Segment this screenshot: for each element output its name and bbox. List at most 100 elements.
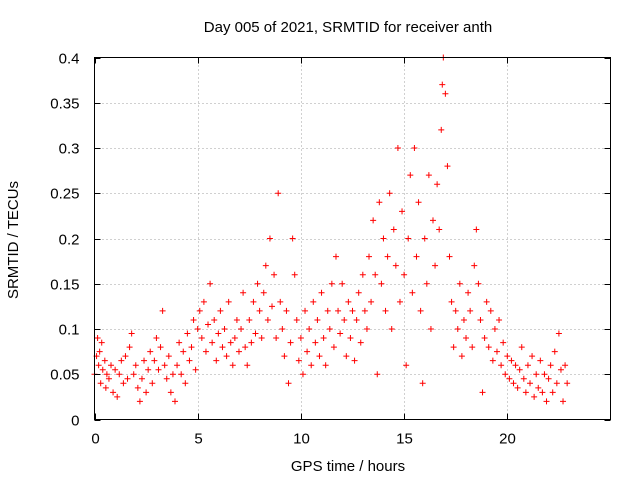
data-point: [363, 326, 370, 332]
data-point: [238, 326, 245, 332]
data-point: [531, 393, 538, 400]
y-tick-label: 0.1: [59, 322, 80, 339]
data-point: [417, 307, 424, 314]
data-point: [361, 307, 368, 314]
data-point: [328, 280, 335, 287]
data-point: [427, 326, 434, 332]
data-point: [266, 235, 273, 242]
data-point: [460, 316, 467, 323]
data-point: [450, 344, 457, 351]
data-point: [335, 307, 342, 314]
data-point: [425, 172, 432, 179]
x-tick-label: 5: [194, 431, 202, 448]
data-point: [533, 371, 540, 378]
data-point: [316, 353, 323, 360]
data-point: [403, 362, 410, 369]
data-point: [254, 280, 261, 287]
data-point: [529, 353, 536, 360]
data-point: [411, 145, 418, 151]
data-point: [467, 307, 474, 314]
data-point: [493, 348, 500, 355]
data-point: [275, 190, 282, 197]
data-point: [320, 335, 327, 342]
data-point: [105, 375, 112, 382]
data-point: [409, 289, 416, 296]
data-point: [194, 326, 201, 332]
data-point: [112, 366, 119, 373]
data-point: [136, 398, 143, 405]
data-point: [475, 280, 482, 287]
y-axis-label: SRMTID / TECUs: [5, 181, 22, 299]
data-point: [355, 289, 362, 296]
data-point: [196, 307, 203, 314]
y-tick-label: 0: [71, 413, 79, 430]
data-point: [297, 335, 304, 342]
y-tick-label: 0.4: [59, 51, 80, 68]
data-point: [262, 262, 269, 269]
data-point: [169, 371, 176, 378]
data-point: [421, 235, 428, 242]
data-point: [126, 344, 133, 351]
y-tick-label: 0.25: [50, 186, 79, 203]
data-point: [269, 303, 276, 310]
data-point: [339, 280, 346, 287]
data-point: [95, 362, 102, 369]
data-point: [407, 172, 414, 179]
data-point: [233, 316, 240, 323]
data-point: [359, 271, 366, 278]
data-point: [118, 357, 125, 364]
data-point: [500, 339, 507, 346]
x-tick-label: 20: [499, 431, 516, 448]
data-point: [413, 253, 420, 260]
data-points: [91, 54, 571, 405]
data-point: [388, 326, 395, 332]
data-point: [465, 289, 472, 296]
x-tick-label: 10: [293, 431, 310, 448]
data-point: [539, 389, 546, 396]
data-point: [143, 389, 150, 396]
data-point: [258, 335, 265, 342]
grid-lines: [94, 57, 611, 420]
data-point: [481, 335, 488, 342]
data-point: [343, 353, 350, 360]
data-point: [283, 307, 290, 314]
data-point: [498, 362, 505, 369]
data-point: [165, 353, 172, 360]
data-point: [213, 357, 220, 364]
data-point: [200, 298, 207, 305]
data-point: [446, 253, 453, 260]
data-point: [555, 330, 562, 337]
data-point: [394, 145, 401, 151]
data-point: [295, 357, 302, 364]
data-point: [151, 357, 158, 364]
data-point: [415, 199, 422, 206]
data-point: [564, 380, 571, 387]
data-point: [163, 375, 170, 382]
data-point: [221, 326, 228, 332]
data-point: [454, 326, 461, 332]
data-point: [246, 316, 253, 323]
data-point: [506, 375, 513, 382]
data-point: [434, 181, 441, 188]
data-point: [384, 253, 391, 260]
data-point: [279, 326, 286, 332]
data-point: [130, 371, 137, 378]
data-point: [178, 371, 185, 378]
data-point: [271, 271, 278, 278]
data-point: [337, 330, 344, 337]
data-point: [101, 357, 108, 364]
data-point: [438, 126, 445, 133]
data-point: [273, 335, 280, 342]
data-point: [198, 335, 205, 342]
x-tick-label: 15: [396, 431, 413, 448]
data-point: [134, 384, 141, 391]
data-point: [396, 298, 403, 305]
data-point: [306, 326, 313, 332]
data-point: [260, 289, 267, 296]
data-point: [557, 366, 564, 373]
data-point: [229, 362, 236, 369]
data-point: [442, 90, 449, 97]
y-tick-label: 0.2: [59, 232, 80, 249]
data-point: [252, 330, 259, 337]
